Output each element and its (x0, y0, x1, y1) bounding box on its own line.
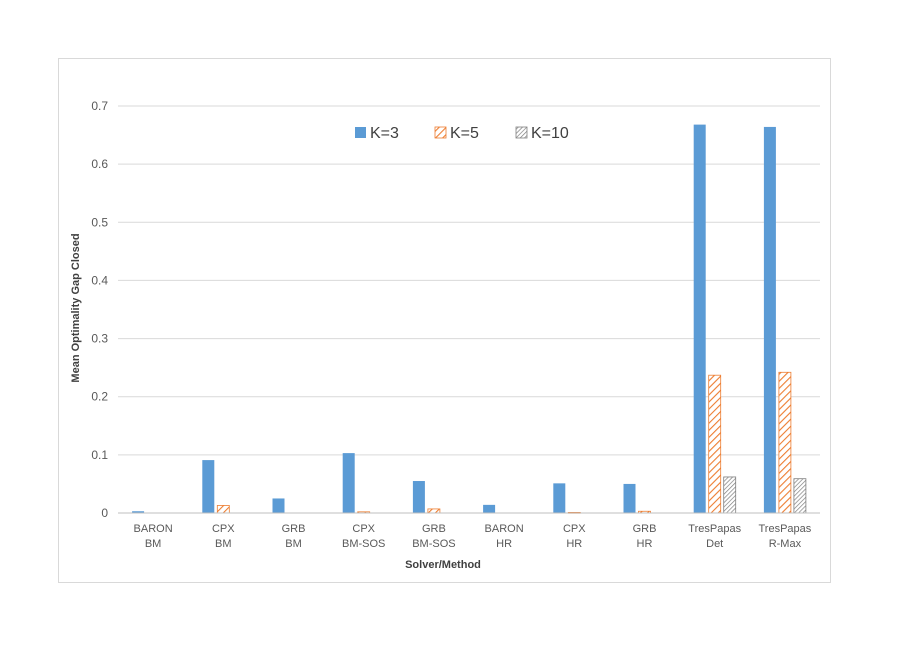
x-category-label: BM (285, 538, 302, 550)
bar-k3-8 (693, 124, 706, 513)
y-tick-label: 0.7 (91, 99, 108, 113)
x-category-label: BARON (134, 523, 173, 535)
x-category-label: CPX (563, 523, 586, 535)
bar-k3-4 (412, 481, 425, 513)
bar-k3-2 (272, 498, 285, 513)
x-category-label: Det (706, 538, 723, 550)
bars (132, 124, 807, 514)
x-category-label: BM (145, 538, 162, 550)
bar-k10-8 (723, 476, 737, 514)
x-category-label: BM-SOS (412, 538, 455, 550)
legend-swatch-k3 (355, 127, 366, 138)
x-category-label: BARON (485, 523, 524, 535)
x-category-label: HR (496, 538, 512, 550)
bar-k5-4 (427, 508, 441, 514)
x-category-label: CPX (352, 523, 375, 535)
legend-label: K=10 (531, 125, 569, 142)
x-category-label: GRB (422, 523, 446, 535)
x-category-label: BM (215, 538, 232, 550)
legend-swatch-k10 (515, 126, 528, 139)
x-axis-categories: BARON BM CPX BM GRB BM CPX BM-SOS GRB BM-SOS BARON… (134, 523, 812, 550)
x-category-label: HR (637, 538, 653, 550)
bar-k3-0 (132, 511, 145, 513)
y-tick-label: 0.5 (91, 215, 108, 229)
y-axis-ticks: 0 0.1 0.2 0.3 0.4 0.5 0.6 0.7 (91, 99, 108, 520)
bar-k3-3 (342, 453, 355, 513)
x-category-label: TresPapas (759, 523, 812, 535)
legend: K=3 K=5 K=10 (355, 125, 569, 142)
y-axis-title: Mean Optimality Gap Closed (70, 233, 82, 382)
x-category-label: GRB (282, 523, 306, 535)
x-axis-title: Solver/Method (405, 559, 481, 571)
x-category-label: R-Max (769, 538, 802, 550)
y-tick-label: 0.1 (91, 448, 108, 462)
x-category-label: TresPapas (688, 523, 741, 535)
y-tick-label: 0 (101, 506, 108, 520)
legend-label: K=3 (370, 125, 399, 142)
x-category-label: GRB (633, 523, 657, 535)
bar-k5-1 (216, 505, 230, 514)
bar-k3-6 (553, 483, 566, 513)
bar-k3-5 (483, 504, 496, 513)
bar-k10-9 (793, 478, 807, 514)
legend-swatch-k5 (434, 126, 447, 139)
x-category-label: CPX (212, 523, 235, 535)
bar-k3-1 (202, 460, 215, 513)
legend-label: K=5 (450, 125, 479, 142)
bar-k5-8 (708, 374, 722, 514)
y-tick-label: 0.2 (91, 390, 108, 404)
y-tick-label: 0.6 (91, 157, 108, 171)
x-category-label: BM-SOS (342, 538, 385, 550)
y-tick-label: 0.4 (91, 273, 108, 287)
bar-k3-9 (763, 126, 776, 513)
y-tick-label: 0.3 (91, 332, 108, 346)
x-category-label: HR (566, 538, 582, 550)
bar-k3-7 (623, 483, 636, 513)
bar-k5-9 (778, 371, 792, 514)
